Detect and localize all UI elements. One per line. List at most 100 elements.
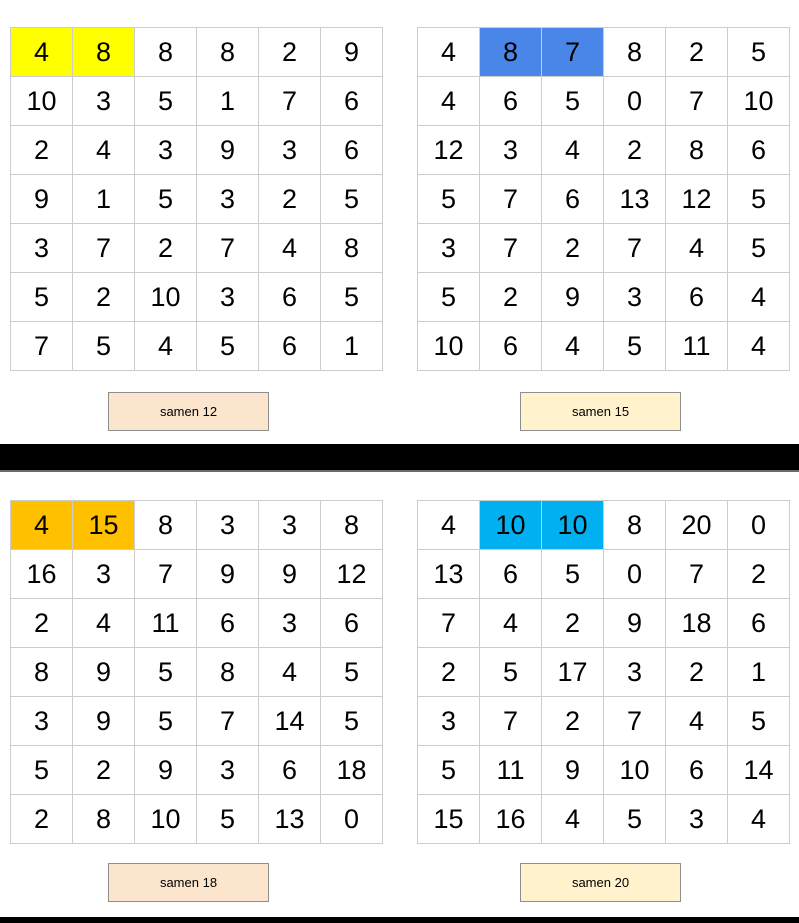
grid-cell[interactable]: 3: [72, 76, 135, 126]
grid-cell[interactable]: 6: [665, 745, 728, 795]
grid-cell[interactable]: 3: [417, 223, 480, 273]
grid-cell[interactable]: 0: [603, 76, 666, 126]
grid-cell[interactable]: 2: [665, 27, 728, 77]
grid-cell[interactable]: 16: [10, 549, 73, 599]
grid-cell[interactable]: 7: [72, 223, 135, 273]
grid-cell[interactable]: 1: [196, 76, 259, 126]
grid-cell[interactable]: 4: [665, 223, 728, 273]
grid-cell[interactable]: 5: [320, 647, 383, 697]
grid-cell[interactable]: 1: [727, 647, 790, 697]
grid-cell[interactable]: 7: [479, 174, 542, 224]
grid-cell[interactable]: 5: [479, 647, 542, 697]
grid-cell[interactable]: 7: [196, 223, 259, 273]
grid-cell[interactable]: 2: [665, 647, 728, 697]
grid-cell[interactable]: 4: [417, 76, 480, 126]
grid-cell[interactable]: 5: [320, 174, 383, 224]
grid-cell[interactable]: 0: [603, 549, 666, 599]
grid-cell[interactable]: 8: [320, 500, 383, 550]
grid-cell[interactable]: 12: [320, 549, 383, 599]
grid-cell[interactable]: 10: [134, 272, 197, 322]
grid-cell[interactable]: 5: [320, 696, 383, 746]
grid-cell-highlighted[interactable]: 7: [541, 27, 604, 77]
grid-cell[interactable]: 9: [134, 745, 197, 795]
grid-cell[interactable]: 9: [10, 174, 73, 224]
grid-cell[interactable]: 7: [665, 76, 728, 126]
grid-cell[interactable]: 8: [72, 794, 135, 844]
grid-cell[interactable]: 7: [258, 76, 321, 126]
grid-cell[interactable]: 6: [727, 125, 790, 175]
grid-cell[interactable]: 5: [727, 223, 790, 273]
grid-cell[interactable]: 4: [727, 272, 790, 322]
grid-cell[interactable]: 2: [727, 549, 790, 599]
grid-cell[interactable]: 3: [196, 500, 259, 550]
grid-cell[interactable]: 3: [134, 125, 197, 175]
grid-cell[interactable]: 5: [134, 174, 197, 224]
grid-cell[interactable]: 5: [134, 696, 197, 746]
grid-cell[interactable]: 6: [258, 321, 321, 371]
grid-cell[interactable]: 4: [258, 647, 321, 697]
grid-cell[interactable]: 1: [72, 174, 135, 224]
grid-cell[interactable]: 4: [417, 500, 480, 550]
grid-cell[interactable]: 7: [134, 549, 197, 599]
grid-cell[interactable]: 4: [727, 321, 790, 371]
grid-cell[interactable]: 5: [10, 745, 73, 795]
grid-cell[interactable]: 5: [541, 76, 604, 126]
grid-cell[interactable]: 2: [72, 272, 135, 322]
grid-cell-highlighted[interactable]: 15: [72, 500, 135, 550]
grid-cell[interactable]: 7: [196, 696, 259, 746]
grid-cell-highlighted[interactable]: 10: [479, 500, 542, 550]
grid-cell[interactable]: 5: [417, 745, 480, 795]
grid-cell[interactable]: 8: [10, 647, 73, 697]
grid-cell[interactable]: 2: [10, 794, 73, 844]
grid-cell[interactable]: 6: [258, 272, 321, 322]
grid-cell[interactable]: 13: [417, 549, 480, 599]
grid-cell[interactable]: 4: [134, 321, 197, 371]
grid-cell[interactable]: 7: [479, 696, 542, 746]
grid-cell[interactable]: 14: [727, 745, 790, 795]
grid-cell[interactable]: 3: [258, 598, 321, 648]
grid-cell[interactable]: 3: [258, 125, 321, 175]
grid-cell[interactable]: 5: [541, 549, 604, 599]
grid-cell[interactable]: 3: [72, 549, 135, 599]
grid-cell[interactable]: 7: [603, 696, 666, 746]
grid-cell[interactable]: 5: [727, 27, 790, 77]
grid-cell[interactable]: 11: [479, 745, 542, 795]
grid-cell[interactable]: 6: [196, 598, 259, 648]
grid-cell[interactable]: 5: [603, 321, 666, 371]
grid-cell[interactable]: 2: [541, 696, 604, 746]
grid-cell[interactable]: 10: [727, 76, 790, 126]
grid-cell[interactable]: 2: [134, 223, 197, 273]
grid-cell[interactable]: 7: [603, 223, 666, 273]
grid-cell[interactable]: 2: [10, 125, 73, 175]
grid-cell[interactable]: 8: [320, 223, 383, 273]
grid-cell[interactable]: 10: [603, 745, 666, 795]
grid-cell[interactable]: 5: [320, 272, 383, 322]
grid-cell[interactable]: 5: [196, 321, 259, 371]
grid-cell[interactable]: 9: [258, 549, 321, 599]
grid-cell[interactable]: 6: [541, 174, 604, 224]
grid-cell[interactable]: 11: [134, 598, 197, 648]
grid-cell[interactable]: 2: [258, 27, 321, 77]
grid-cell[interactable]: 6: [320, 598, 383, 648]
grid-cell[interactable]: 5: [72, 321, 135, 371]
grid-cell[interactable]: 6: [479, 76, 542, 126]
grid-cell[interactable]: 10: [417, 321, 480, 371]
grid-cell[interactable]: 3: [603, 272, 666, 322]
grid-cell[interactable]: 2: [72, 745, 135, 795]
grid-cell[interactable]: 9: [196, 125, 259, 175]
grid-cell[interactable]: 9: [72, 696, 135, 746]
grid-cell[interactable]: 7: [479, 223, 542, 273]
grid-cell[interactable]: 5: [603, 794, 666, 844]
grid-cell[interactable]: 5: [10, 272, 73, 322]
grid-cell[interactable]: 8: [196, 647, 259, 697]
grid-cell[interactable]: 12: [417, 125, 480, 175]
grid-cell[interactable]: 3: [196, 272, 259, 322]
grid-cell[interactable]: 5: [196, 794, 259, 844]
grid-cell[interactable]: 3: [479, 125, 542, 175]
grid-cell[interactable]: 16: [479, 794, 542, 844]
grid-cell[interactable]: 8: [603, 500, 666, 550]
grid-cell[interactable]: 4: [541, 125, 604, 175]
grid-cell[interactable]: 3: [10, 223, 73, 273]
grid-cell[interactable]: 8: [665, 125, 728, 175]
grid-cell[interactable]: 3: [196, 745, 259, 795]
